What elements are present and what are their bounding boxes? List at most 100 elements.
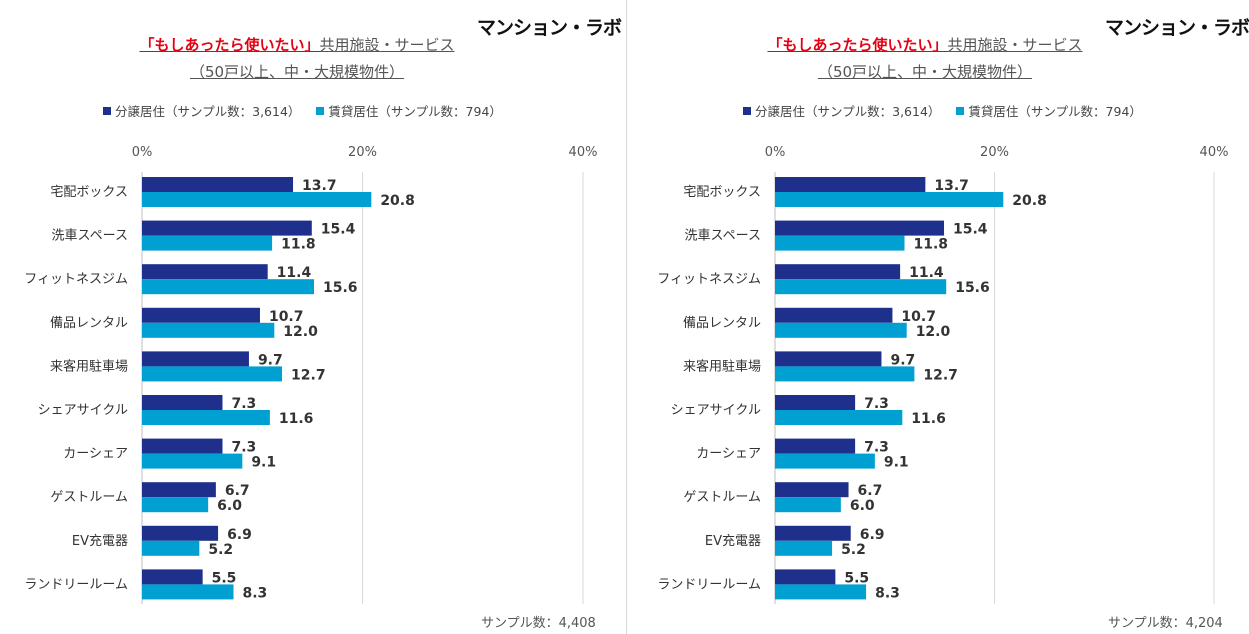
data-label: 11.8	[281, 237, 316, 253]
bar-series-b	[142, 410, 270, 425]
data-label: 20.8	[380, 193, 415, 209]
data-label: 15.4	[953, 222, 988, 238]
bar-chart-left: 0% 20% 40% 宅配ボックス 13.7 20.8 洗車スペース 15.4 11.8 フィット…	[24, 145, 597, 604]
legend-item-series-b: 賃貸居住（サンプル数：794）	[956, 101, 1142, 120]
data-label: 12.7	[923, 367, 958, 383]
bar-series-b	[142, 584, 234, 600]
bar-series-b	[142, 235, 273, 251]
bar-series-a	[142, 177, 294, 192]
data-label: 7.3	[864, 396, 889, 412]
bar-series-b	[775, 235, 905, 251]
category-label: 洗車スペース	[52, 229, 128, 244]
category-label: フィットネスジム	[657, 272, 761, 287]
category-label: 来客用駐車場	[50, 358, 128, 374]
category-label: カーシェア	[696, 447, 761, 462]
data-label: 20.8	[1012, 193, 1047, 209]
bar-series-a	[775, 307, 893, 323]
bar-series-a	[775, 395, 856, 410]
data-label: 8.3	[875, 585, 900, 601]
bar-series-a	[142, 438, 223, 454]
bar-series-a	[775, 525, 851, 541]
legend-label-series-b: 賃貸居住（サンプル数：794）	[328, 104, 502, 119]
data-label: 10.7	[901, 309, 936, 325]
bar-series-b	[142, 497, 209, 513]
x-tick-label: 20%	[348, 145, 377, 160]
category-label: EV充電器	[705, 533, 761, 549]
data-label: 7.3	[231, 396, 256, 412]
data-label: 10.7	[269, 309, 304, 325]
data-label: 7.3	[231, 440, 256, 456]
bar-series-a	[775, 569, 836, 585]
chart-legend: 分譲居住（サンプル数：3,614） 賃貸居住（サンプル数：794）	[103, 101, 518, 120]
bar-series-b	[142, 279, 314, 295]
bar-series-b	[775, 410, 903, 425]
category-label: フィットネスジム	[24, 272, 128, 287]
bar-series-a	[142, 395, 223, 410]
data-label: 8.3	[243, 585, 268, 601]
chart-subtitle-text: （50戸以上、中・大規模物件）	[817, 63, 1033, 81]
data-label: 6.9	[860, 527, 885, 543]
data-label: 15.4	[321, 222, 356, 238]
chart-panel-left: マンション・ラボ 「もしあったら使いたい」共用施設・サービス （50戸以上、中・…	[17, 17, 622, 631]
data-label: 13.7	[302, 178, 337, 194]
legend-item-series-b: 賃貸居住（サンプル数：794）	[316, 101, 502, 120]
category-label: 備品レンタル	[50, 315, 128, 331]
category-label: EV充電器	[72, 533, 128, 549]
category-label: 来客用駐車場	[683, 358, 761, 374]
chart-title-highlight: 「もしあったら使いたい」	[139, 36, 320, 54]
data-label: 9.7	[258, 352, 283, 368]
bar-series-b	[775, 279, 947, 295]
chart-title: 「もしあったら使いたい」共用施設・サービス	[645, 34, 1205, 55]
legend-swatch-series-a	[103, 106, 111, 115]
bar-series-b	[142, 540, 200, 556]
category-label: 宅配ボックス	[50, 185, 128, 200]
category-label: シェアサイクル	[38, 403, 128, 418]
chart-panel-right: マンション・ラボ 「もしあったら使いたい」共用施設・サービス （50戸以上、中・…	[630, 0, 1249, 634]
data-label: 11.4	[277, 265, 312, 281]
x-tick-label: 0%	[765, 145, 786, 160]
x-tick-label: 40%	[1200, 145, 1229, 160]
bar-series-a	[775, 264, 901, 280]
bar-series-b	[775, 322, 907, 338]
bar-series-a	[142, 569, 203, 585]
bar-series-b	[775, 453, 875, 469]
bar-series-b	[775, 366, 915, 382]
sample-count-label: サンプル数：4,408	[481, 616, 596, 631]
x-tick-label: 20%	[980, 145, 1009, 160]
data-label: 6.7	[225, 483, 250, 499]
bar-series-a	[775, 482, 849, 498]
data-label: 5.5	[212, 570, 237, 586]
data-label: 6.0	[217, 498, 242, 514]
chart-legend: 分譲居住（サンプル数：3,614） 賃貸居住（サンプル数：794）	[743, 101, 1158, 120]
data-label: 5.2	[208, 542, 233, 558]
chart-title-highlight: 「もしあったら使いたい」	[767, 36, 948, 54]
bar-series-b	[775, 192, 1004, 207]
data-label: 15.6	[323, 280, 358, 296]
chart-subtitle: （50戸以上、中・大規模物件）	[17, 61, 577, 82]
bar-series-b	[142, 192, 372, 207]
bar-series-a	[142, 220, 312, 236]
category-label: ランドリールーム	[657, 577, 761, 592]
chart-title: 「もしあったら使いたい」共用施設・サービス	[17, 34, 577, 55]
data-label: 11.6	[279, 411, 314, 427]
bar-series-a	[142, 351, 249, 367]
category-label: ゲストルーム	[683, 490, 761, 505]
legend-swatch-series-a	[743, 106, 751, 115]
data-label: 6.9	[227, 527, 252, 543]
legend-swatch-series-b	[956, 106, 965, 115]
data-label: 9.1	[251, 455, 276, 471]
panel-divider	[626, 0, 627, 634]
data-label: 13.7	[934, 178, 969, 194]
data-label: 7.3	[864, 440, 889, 456]
bar-series-a	[775, 438, 856, 454]
data-label: 5.2	[841, 542, 866, 558]
bar-series-a	[775, 351, 882, 367]
brand-logo: マンション・ラボ	[477, 17, 622, 39]
bar-series-b	[775, 497, 841, 513]
category-label: 備品レンタル	[683, 315, 761, 331]
legend-label-series-a: 分譲居住（サンプル数：3,614）	[115, 104, 301, 119]
data-label: 11.4	[909, 265, 944, 281]
data-label: 15.6	[955, 280, 990, 296]
data-label: 11.6	[911, 411, 946, 427]
category-label: ゲストルーム	[50, 490, 128, 505]
